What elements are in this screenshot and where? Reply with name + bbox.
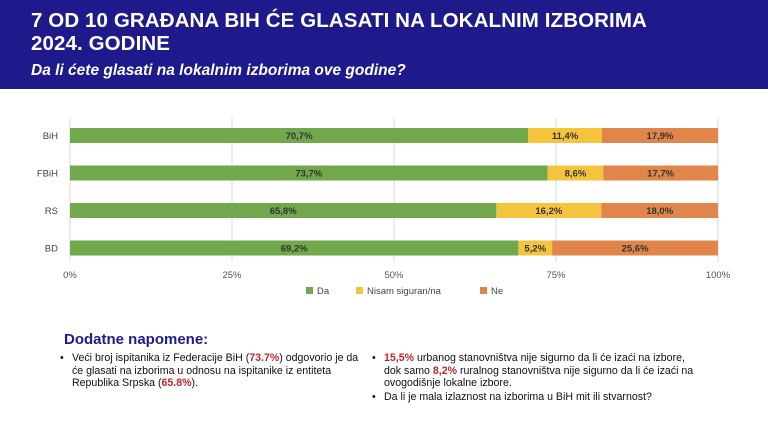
- note-item: • Da li je mala izlaznost na izborima u …: [372, 391, 702, 404]
- x-tick-label: 50%: [384, 270, 404, 281]
- data-label: 8,6%: [565, 169, 587, 180]
- page-subtitle: Da li ćete glasati na lokalnim izborima …: [31, 62, 406, 79]
- note-highlight: 65.8%: [161, 377, 192, 389]
- title-line-2: 2024. GODINE: [31, 32, 171, 55]
- note-text: ruralnog stanovništva nije sigurno da li…: [384, 364, 694, 390]
- legend-swatch: [306, 287, 313, 294]
- data-label: 11,4%: [552, 131, 579, 142]
- data-label: 16,2%: [535, 206, 562, 217]
- bullet-icon: •: [372, 352, 376, 364]
- x-tick-label: 0%: [63, 270, 77, 281]
- category-label: BiH: [43, 131, 58, 142]
- note-item: • Veći broj ispitanika iz Federacije BiH…: [60, 352, 360, 390]
- bar-segment: [496, 203, 602, 218]
- stacked-bar-chart: 0% 25% 50% 75% 100% BiH 70,7% 11,4% 17,9% FBiH 73,…: [37, 118, 731, 297]
- notes-title: Dodatne napomene:: [64, 331, 209, 348]
- page-title: 7 OD 10 GRAĐANA BIH ĆE GLASATI NA LOKALN…: [31, 9, 751, 55]
- legend-label: Da: [317, 286, 330, 297]
- data-label: 69,2%: [281, 244, 308, 255]
- x-tick-label: 75%: [546, 270, 566, 281]
- note-highlight: 8,2%: [432, 364, 458, 377]
- bar-segment: [70, 128, 529, 143]
- bar-segment: [602, 128, 718, 143]
- legend-label: Ne: [491, 286, 503, 297]
- category-label: FBiH: [37, 169, 58, 180]
- data-label: 25,6%: [622, 244, 649, 255]
- data-label: 73,7%: [295, 169, 322, 180]
- data-label: 18,0%: [646, 206, 673, 217]
- legend-label: Nisam siguran/na: [367, 286, 442, 297]
- category-label: RS: [45, 206, 58, 217]
- data-label: 70,7%: [286, 131, 313, 142]
- data-label: 17,9%: [647, 131, 674, 142]
- note-highlight: 73.7%: [249, 352, 280, 364]
- bar-segment: [547, 165, 604, 181]
- bar-segment: [601, 203, 718, 218]
- data-label: 5,2%: [524, 244, 546, 255]
- category-label: BD: [45, 244, 58, 255]
- bar-segment: [528, 128, 603, 143]
- bar-segment: [70, 165, 548, 181]
- note-item: • 15,5% urbanog stanovništva nije sigurn…: [372, 352, 702, 390]
- x-tick-label: 25%: [222, 270, 242, 281]
- x-tick-label: 100%: [706, 270, 731, 281]
- notes-left-column: • Veći broj ispitanika iz Federacije BiH…: [60, 352, 360, 391]
- title-line-1: 7 OD 10 GRAĐANA BIH ĆE GLASATI NA LOKALN…: [31, 9, 647, 32]
- note-text: urbanog stanovništva nije sigurno da li …: [384, 352, 685, 377]
- bar-segment: [518, 240, 553, 256]
- bar-segment: [70, 240, 519, 256]
- notes-right-column: • 15,5% urbanog stanovništva nije sigurn…: [372, 352, 702, 404]
- note-text: ).: [191, 377, 199, 389]
- bar-segment: [603, 165, 718, 181]
- legend-swatch: [480, 287, 487, 294]
- data-label: 65,8%: [270, 206, 297, 217]
- note-text: ) odgovorio je da će glasati na izborima…: [72, 352, 359, 389]
- note-text: Veći broj ispitanika iz Federacije BiH (: [72, 352, 250, 364]
- bar-segment: [552, 240, 718, 256]
- header-banner: 7 OD 10 GRAĐANA BIH ĆE GLASATI NA LOKALN…: [0, 0, 768, 89]
- bullet-icon: •: [372, 390, 376, 403]
- bar-segment: [70, 203, 497, 218]
- note-highlight: 15,5%: [384, 352, 415, 364]
- note-text: Da li je mala izlaznost na izborima u Bi…: [384, 390, 652, 403]
- bullet-icon: •: [60, 352, 64, 364]
- legend-swatch: [356, 287, 363, 294]
- data-label: 17,7%: [647, 169, 674, 180]
